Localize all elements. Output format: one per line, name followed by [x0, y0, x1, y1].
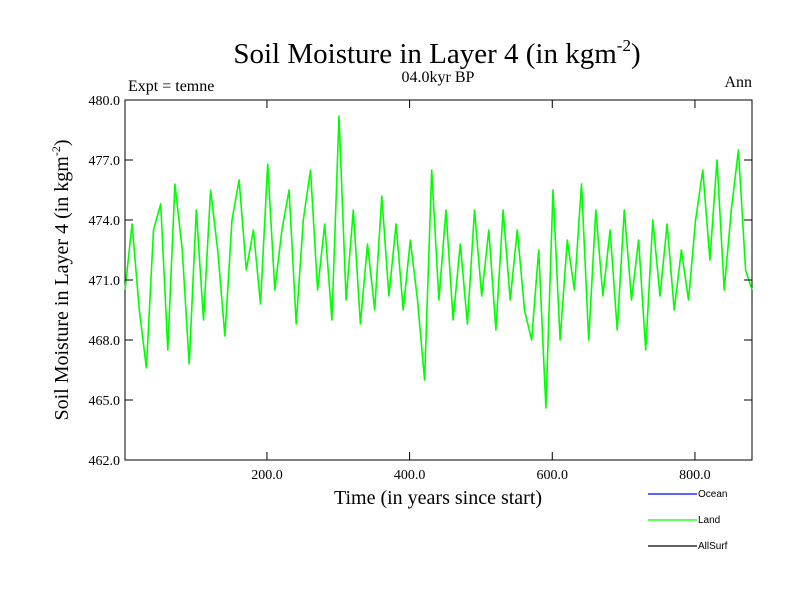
y-tick-label: 474.0 — [89, 214, 121, 229]
x-tick-label: 600.0 — [537, 468, 569, 483]
y-tick-label: 462.0 — [89, 454, 121, 469]
y-tick-label: 471.0 — [89, 274, 121, 289]
y-axis-label-superscript: -2 — [49, 146, 63, 156]
chart-subtitle: 04.0kyr BP — [402, 69, 475, 86]
chart-title: Soil Moisture in Layer 4 (in kgm-2) — [233, 36, 640, 70]
y-tick-label: 477.0 — [89, 154, 121, 169]
series-line-land — [124, 115, 753, 409]
y-axis-label: Soil Moisture in Layer 4 (in kgm-2) — [49, 139, 73, 420]
y-tick-label: 465.0 — [89, 394, 121, 409]
legend-label-allsurf: AllSurf — [698, 541, 728, 552]
x-tick-label: 400.0 — [394, 468, 426, 483]
legend-label-land: Land — [698, 515, 720, 526]
y-axis: 462.0 465.0 468.0 471.0 474.0 477.0 480.0 — [89, 94, 752, 469]
x-tick-label: 200.0 — [251, 468, 283, 483]
y-tick-label: 468.0 — [89, 334, 121, 349]
x-axis: 200.0 400.0 600.0 800.0 — [251, 100, 711, 483]
experiment-label: Expt = temne — [128, 78, 214, 95]
x-axis-label: Time (in years since start) — [334, 487, 542, 509]
chart-title-superscript: -2 — [617, 36, 631, 55]
legend-label-ocean: Ocean — [698, 489, 727, 500]
y-tick-label: 480.0 — [89, 94, 121, 109]
season-label: Ann — [724, 74, 752, 91]
legend: Ocean Land AllSurf — [648, 489, 728, 552]
x-tick-label: 800.0 — [679, 468, 711, 483]
